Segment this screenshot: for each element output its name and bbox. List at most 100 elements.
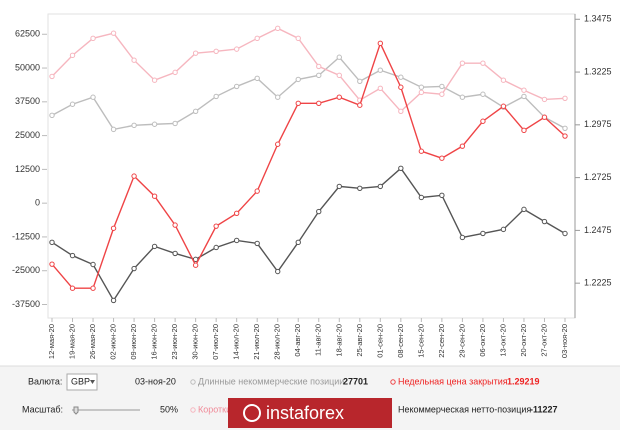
data-point (295, 76, 301, 83)
y2-tick-label: 1.2225 (584, 278, 612, 288)
data-point (172, 250, 178, 257)
data-point (521, 93, 527, 100)
data-point (336, 54, 342, 60)
data-point (69, 285, 76, 291)
watermark-text: instaforex (266, 403, 344, 423)
data-point (439, 155, 445, 161)
data-point (480, 91, 486, 97)
x-tick-label: 09-июн-20 (129, 324, 138, 360)
data-point (233, 210, 240, 216)
data-point (439, 91, 445, 97)
y-tick-label: 37500 (15, 96, 40, 106)
series-line (51, 27, 566, 113)
data-point (500, 77, 507, 83)
data-point (295, 239, 301, 246)
series-line (51, 56, 566, 131)
x-tick-label: 23-июн-20 (170, 324, 179, 360)
data-point (275, 141, 281, 147)
data-point (418, 194, 425, 201)
data-point (49, 239, 55, 246)
data-point (500, 103, 507, 109)
y-tick-label: 12500 (15, 164, 40, 174)
legend-icon (190, 379, 196, 385)
data-point (192, 262, 199, 268)
x-tick-label: 06-окт-20 (478, 324, 487, 357)
data-point (480, 118, 486, 124)
data-point (172, 120, 178, 127)
data-point (69, 52, 76, 59)
data-point (213, 48, 219, 54)
watermark-box (228, 398, 392, 428)
data-point (418, 89, 425, 96)
y-tick-label: -37500 (12, 299, 40, 309)
data-point (316, 63, 322, 70)
data-point (213, 93, 219, 100)
data-point (254, 75, 260, 82)
legend-icon (390, 379, 396, 385)
legend-label: Длинные некоммерческие позиции (198, 376, 344, 386)
x-tick-label: 03-ноя-20 (560, 324, 569, 358)
data-point (254, 35, 260, 42)
data-point (357, 185, 363, 191)
data-point (500, 226, 507, 233)
data-point (151, 193, 158, 199)
x-tick-label: 30-июн-20 (191, 324, 200, 360)
data-point (131, 265, 137, 272)
data-point (439, 192, 445, 199)
x-tick-label: 21-июл-20 (252, 324, 261, 360)
y2-tick-label: 1.3225 (584, 66, 612, 76)
x-tick-label: 20-окт-20 (519, 324, 528, 357)
data-point (131, 122, 137, 129)
y-tick-label: 25000 (15, 130, 40, 140)
data-point (521, 127, 527, 134)
data-point (172, 222, 178, 228)
data-point (151, 121, 158, 127)
x-tick-label: 27-окт-20 (539, 324, 548, 357)
data-point (151, 77, 158, 83)
x-tick-label: 12-мая-20 (47, 324, 56, 359)
data-point (377, 85, 384, 92)
data-point (316, 72, 322, 79)
x-tick-label: 01-сен-20 (375, 324, 384, 358)
y2-tick-label: 1.3475 (584, 14, 612, 24)
x-tick-label: 18-авг-20 (334, 324, 343, 357)
data-point (90, 261, 96, 268)
data-point (110, 30, 117, 36)
data-point (562, 230, 568, 237)
x-tick-label: 13-окт-20 (498, 324, 507, 357)
data-point (480, 60, 486, 66)
currency-select[interactable] (66, 373, 98, 391)
data-point (69, 252, 76, 259)
data-point (233, 237, 240, 244)
y-tick-label: -12500 (12, 231, 40, 241)
scale-value: 50% (160, 404, 178, 414)
y-tick-label: 0 (35, 198, 40, 208)
data-point (151, 243, 158, 250)
legend-icon (190, 407, 196, 413)
data-point (49, 73, 55, 80)
data-point (172, 69, 178, 76)
currency-value[interactable]: GBP (71, 376, 90, 386)
series-line (51, 41, 566, 289)
y-tick-label: 50000 (15, 62, 40, 72)
slider-knob[interactable] (73, 406, 79, 415)
data-point (90, 285, 96, 291)
data-point (131, 173, 137, 179)
data-point (90, 94, 96, 100)
scale-label: Масштаб: (22, 404, 63, 414)
data-point (213, 244, 219, 251)
data-point (562, 133, 568, 139)
watermark-logo (243, 404, 261, 422)
data-point (213, 223, 219, 229)
data-point (377, 67, 384, 73)
data-point (398, 74, 404, 80)
x-tick-label: 08-сен-20 (396, 324, 405, 358)
data-point (192, 256, 199, 263)
currency-label: Валюта: (28, 376, 62, 386)
data-point (110, 126, 117, 133)
x-tick-label: 22-сен-20 (437, 324, 446, 358)
legend-value: 27701 (343, 376, 368, 386)
data-point (439, 83, 445, 90)
